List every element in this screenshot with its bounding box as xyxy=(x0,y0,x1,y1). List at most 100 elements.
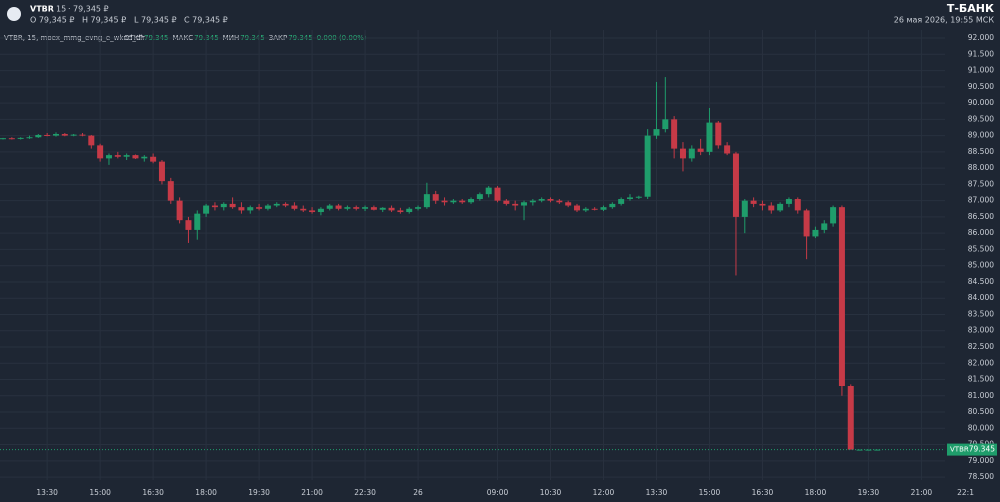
candle-body xyxy=(344,207,351,209)
candle-body xyxy=(247,207,254,211)
candle-body xyxy=(785,199,792,204)
candle-body xyxy=(582,208,589,211)
candle-body xyxy=(777,203,784,211)
x-tick-label: 12:00 xyxy=(593,488,615,497)
x-tick-label: 18:00 xyxy=(195,488,217,497)
candle-body xyxy=(158,161,165,182)
candle-body xyxy=(123,155,130,157)
y-axis-bg xyxy=(945,30,1000,502)
candle-body xyxy=(317,208,324,213)
y-tick-label: 86.500 xyxy=(968,212,994,221)
y-tick-label: 85.500 xyxy=(968,244,994,253)
candle-body xyxy=(432,194,439,201)
candle-body xyxy=(79,134,86,136)
candle-body xyxy=(441,200,448,203)
candle-body xyxy=(203,205,210,214)
candle-body xyxy=(485,187,492,195)
y-tick-label: 91.000 xyxy=(968,66,994,75)
candle-body xyxy=(362,207,369,209)
candle-body xyxy=(644,135,651,197)
candle-body xyxy=(635,196,642,198)
candle-body xyxy=(812,229,819,237)
candle-body xyxy=(768,205,775,211)
candle-body xyxy=(759,203,766,206)
ohlc-low: L 79,345 ₽ xyxy=(134,16,177,25)
ohlc-close: C 79,345 ₽ xyxy=(184,16,228,25)
dot: · xyxy=(68,5,71,14)
candle-body xyxy=(326,205,333,209)
y-tick-label: 88.500 xyxy=(968,147,994,156)
candle-body xyxy=(415,207,422,209)
candle-body xyxy=(724,145,731,154)
x-tick-label: 16:30 xyxy=(142,488,164,497)
candle-body xyxy=(476,194,483,200)
y-tick-label: 83.000 xyxy=(968,326,994,335)
x-tick-label: 15:00 xyxy=(89,488,111,497)
candle-body xyxy=(847,386,854,450)
candle-body xyxy=(732,153,739,217)
candle-body xyxy=(379,207,386,210)
candle-body xyxy=(309,210,316,213)
plot xyxy=(0,30,967,480)
candle-body xyxy=(662,119,669,130)
candle-body xyxy=(388,207,395,211)
x-tick-label: 19:30 xyxy=(858,488,880,497)
candle-body xyxy=(114,155,121,157)
ohlc-high: H 79,345 ₽ xyxy=(82,16,126,25)
candle-body xyxy=(688,148,695,159)
y-tick-label: 80.500 xyxy=(968,407,994,416)
x-tick-label: 19:30 xyxy=(248,488,270,497)
candle-body xyxy=(194,213,201,230)
y-tick-label: 82.000 xyxy=(968,358,994,367)
price: 79,345 ₽ xyxy=(73,5,109,14)
candle-body xyxy=(291,205,298,209)
x-tick-label: 18:00 xyxy=(805,488,827,497)
x-tick-label: 15:00 xyxy=(699,488,721,497)
x-tick-label: 13:30 xyxy=(36,488,58,497)
candle-body xyxy=(300,208,307,211)
candle-body xyxy=(238,207,245,211)
candle-body xyxy=(671,119,678,149)
candle-body xyxy=(706,122,713,152)
candle-body xyxy=(220,203,227,208)
symbol: VTBR xyxy=(30,5,54,14)
candle-body xyxy=(538,199,545,201)
candle-body xyxy=(741,200,748,217)
candle-body xyxy=(679,148,686,159)
candle-body xyxy=(821,223,828,230)
candle-body xyxy=(26,137,33,139)
candle-body xyxy=(97,145,104,159)
candle-body xyxy=(503,200,510,204)
candle-body xyxy=(512,203,519,206)
candle-body xyxy=(450,200,457,203)
y-tick-label: 87.000 xyxy=(968,196,994,205)
x-axis-bg xyxy=(0,482,945,502)
y-tick-label: 89.500 xyxy=(968,114,994,123)
x-tick-label: 22:1 xyxy=(957,488,974,497)
candle-body xyxy=(370,207,377,210)
candle-body xyxy=(600,207,607,210)
candle-body xyxy=(529,200,536,203)
candle-body xyxy=(185,220,192,230)
x-tick-label: 09:00 xyxy=(487,488,509,497)
x-tick-label: 16:30 xyxy=(752,488,774,497)
candle-body xyxy=(838,207,845,387)
y-tick-label: 84.000 xyxy=(968,293,994,302)
candle-body xyxy=(423,194,430,208)
symbol-icon xyxy=(7,7,21,21)
candle-body xyxy=(61,133,68,136)
y-tick-label: 80.000 xyxy=(968,423,994,432)
candle-body xyxy=(335,205,342,209)
y-tick-label: 81.500 xyxy=(968,375,994,384)
x-tick-label: 10:30 xyxy=(540,488,562,497)
candle-body xyxy=(626,197,633,200)
candle-body xyxy=(874,449,881,451)
candle-body xyxy=(52,133,59,136)
candle-body xyxy=(591,208,598,210)
x-tick-label: 21:00 xyxy=(911,488,933,497)
candle-body xyxy=(256,207,263,209)
brand: Т-БАНК xyxy=(947,2,994,15)
y-tick-label: 83.500 xyxy=(968,309,994,318)
y-tick-label: 91.500 xyxy=(968,49,994,58)
